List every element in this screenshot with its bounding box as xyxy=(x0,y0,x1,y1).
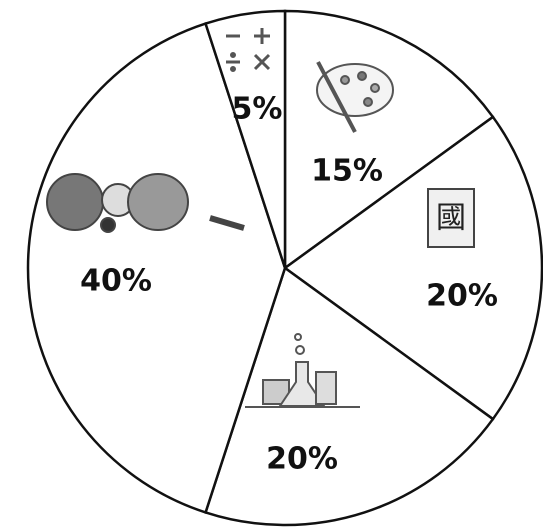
art-icon xyxy=(316,61,394,133)
value-label: 5% xyxy=(232,92,283,127)
sports-icon xyxy=(46,173,245,233)
pie-slice xyxy=(204,265,495,527)
pie-slice xyxy=(204,9,287,269)
value-label: 20% xyxy=(426,279,498,314)
value-label: 15% xyxy=(311,154,383,189)
pie-slice xyxy=(282,115,543,421)
icon-text: 國 xyxy=(436,201,466,236)
chinese-icon: 國 xyxy=(427,188,475,248)
value-label: 20% xyxy=(266,442,338,477)
pie-slice xyxy=(26,22,287,514)
science-icon xyxy=(245,333,360,408)
labels: 15% 20% 20% 40% 5% xyxy=(80,92,498,477)
math-icon xyxy=(226,28,271,72)
slices xyxy=(26,9,543,527)
value-label: 40% xyxy=(80,264,152,299)
